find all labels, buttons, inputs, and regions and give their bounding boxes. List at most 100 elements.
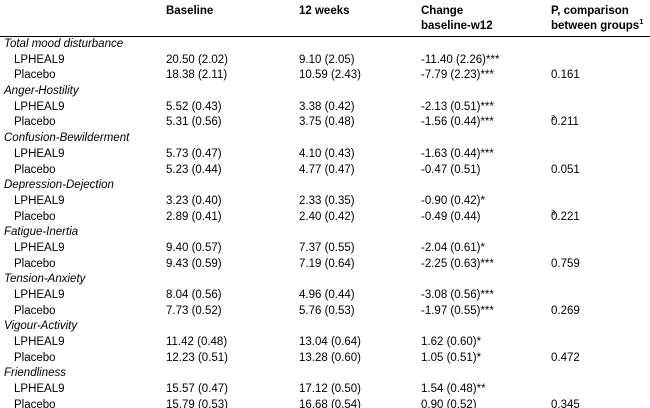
section-title: Fatigue-Inertia	[4, 226, 79, 239]
week12-value: 7.19 (0.64)	[299, 257, 355, 270]
week12-value: 2.33 (0.35)	[299, 194, 355, 207]
week12-value: 4.10 (0.43)	[299, 147, 355, 160]
section-title: Depression-Dejection	[4, 179, 114, 192]
baseline-value: 15.79 (0.53)	[166, 398, 229, 408]
table-row: LPHEAL9 11.42 (0.48) 13.04 (0.64) 1.62 (0.6…	[0, 335, 650, 351]
p-value: 0.269	[551, 304, 580, 317]
table-row: Placebo 18.38 (2.11) 10.59 (2.43) -7.79 (2.…	[0, 68, 650, 84]
header-change-line2: baseline-w12	[421, 20, 493, 32]
table-row: Placebo 2.89 (0.41) 2.40 (0.42) -0.49 (0.44…	[0, 207, 650, 226]
baseline-value: 11.42 (0.48)	[166, 336, 228, 349]
week12-value: 13.28 (0.60)	[299, 351, 362, 364]
table-row: LPHEAL9 5.52 (0.43) 3.38 (0.42) -2.13 (0.51…	[0, 100, 650, 116]
baseline-value: 5.23 (0.44)	[166, 163, 222, 176]
section-header-row: Total mood disturbance	[0, 37, 650, 53]
table-row: Placebo 5.23 (0.44) 4.77 (0.47) -0.47 (0.51…	[0, 163, 650, 179]
group-label: Placebo	[14, 304, 56, 317]
table-header: Baseline 12 weeks Change baseline-w12 P,…	[0, 0, 650, 36]
baseline-value: 20.50 (2.02)	[166, 53, 229, 66]
p-value: 0.051	[551, 163, 580, 176]
group-label: LPHEAL9	[14, 289, 65, 301]
table-row: LPHEAL9 9.40 (0.57) 7.37 (0.55) -2.04 (0.61…	[0, 241, 650, 257]
week12-value: 7.37 (0.55)	[299, 241, 355, 254]
table-body: Total mood disturbance LPHEAL9 20.50 (2.02…	[0, 37, 650, 408]
change-value: -1.63 (0.44)***	[421, 147, 494, 160]
header-p-line2-text: between groups	[551, 20, 640, 32]
group-label: LPHEAL9	[14, 147, 65, 160]
p-value: 0.221	[551, 210, 580, 223]
group-label: LPHEAL9	[14, 53, 65, 66]
p-footnote-marker: 2	[551, 113, 556, 123]
section-header-row: Confusion-Bewilderment	[0, 131, 650, 147]
baseline-value: 9.40 (0.57)	[166, 241, 222, 254]
week12-value: 10.59 (2.43)	[299, 69, 362, 82]
baseline-value: 5.31 (0.56)	[166, 116, 222, 129]
section-header-row: Anger-Hostility	[0, 84, 650, 100]
table-row: LPHEAL9 15.57 (0.47) 17.12 (0.50) 1.54 (0.4…	[0, 382, 650, 398]
change-value: -0.90 (0.42)*	[421, 194, 485, 207]
baseline-value: 7.73 (0.52)	[166, 304, 222, 317]
section-title: Anger-Hostility	[4, 85, 79, 98]
header-change: Change baseline-w12	[421, 4, 493, 34]
header-p-comparison: P, comparison between groups1	[551, 4, 643, 34]
baseline-value: 8.04 (0.56)	[166, 289, 222, 301]
header-p-line2: between groups1	[551, 18, 643, 34]
header-baseline: Baseline	[166, 5, 214, 17]
group-label: LPHEAL9	[14, 100, 65, 113]
baseline-value: 2.89 (0.41)	[166, 210, 222, 223]
group-label: LPHEAL9	[14, 194, 65, 207]
baseline-value: 3.23 (0.40)	[166, 194, 222, 207]
section-header-row: Friendliness	[0, 366, 650, 382]
table-row: LPHEAL9 5.73 (0.47) 4.10 (0.43) -1.63 (0.44…	[0, 147, 650, 163]
group-label: Placebo	[14, 116, 56, 129]
change-value: -2.13 (0.51)***	[421, 100, 494, 113]
p-value-cell: 0.221 3	[551, 207, 580, 226]
p-value: 0.472	[551, 351, 580, 364]
baseline-value: 9.43 (0.59)	[166, 257, 222, 270]
change-value: -2.04 (0.61)*	[421, 241, 485, 254]
change-value: -0.49 (0.44)	[421, 210, 481, 223]
group-label: LPHEAL9	[14, 383, 65, 396]
p-value-cell: 0.211 2	[551, 113, 579, 131]
p-value: 0.759	[551, 257, 580, 270]
week12-value: 9.10 (2.05)	[299, 53, 355, 66]
change-value: 0.90 (0.52)	[421, 398, 477, 408]
change-value: 1.05 (0.51)*	[421, 351, 482, 364]
group-label: Placebo	[14, 351, 56, 364]
section-title: Vigour-Activity	[4, 320, 78, 333]
group-label: Placebo	[14, 257, 56, 270]
section-title: Tension-Anxiety	[4, 273, 86, 286]
p-footnote-marker: 3	[551, 207, 556, 217]
table-row: Placebo 7.73 (0.52) 5.76 (0.53) -1.97 (0.55…	[0, 304, 650, 320]
change-value: 1.62 (0.60)*	[421, 336, 482, 349]
section-title: Friendliness	[4, 367, 66, 380]
baseline-value: 18.38 (2.11)	[166, 69, 228, 82]
group-label: Placebo	[14, 163, 56, 176]
p-value: 0.161	[551, 69, 580, 82]
week12-value: 3.75 (0.48)	[299, 116, 355, 129]
week12-value: 4.96 (0.44)	[299, 289, 355, 301]
table-row: Placebo 5.31 (0.56) 3.75 (0.48) -1.56 (0.44…	[0, 113, 650, 131]
week12-value: 17.12 (0.50)	[299, 383, 362, 396]
section-title: Total mood disturbance	[4, 38, 124, 50]
change-value: -11.40 (2.26)***	[421, 53, 500, 66]
section-title: Confusion-Bewilderment	[4, 132, 130, 145]
change-value: -1.97 (0.55)***	[421, 304, 494, 317]
table-row: LPHEAL9 8.04 (0.56) 4.96 (0.44) -3.08 (0.56…	[0, 288, 650, 304]
section-header-row: Depression-Dejection	[0, 178, 650, 194]
baseline-value: 12.23 (0.51)	[166, 351, 229, 364]
header-divider	[0, 36, 650, 37]
section-header-row: Tension-Anxiety	[0, 272, 650, 288]
week12-value: 13.04 (0.64)	[299, 336, 362, 349]
group-label: Placebo	[14, 210, 56, 223]
week12-value: 2.40 (0.42)	[299, 210, 355, 223]
table-row: LPHEAL9 3.23 (0.40) 2.33 (0.35) -0.90 (0.42…	[0, 194, 650, 210]
week12-value: 4.77 (0.47)	[299, 163, 355, 176]
change-value: -2.25 (0.63)***	[421, 257, 494, 270]
week12-value: 5.76 (0.53)	[299, 304, 355, 317]
week12-value: 3.38 (0.42)	[299, 100, 355, 113]
change-value: -3.08 (0.56)***	[421, 289, 494, 301]
p-value: 0.345	[551, 398, 580, 408]
table-row: Placebo 15.79 (0.53) 16.68 (0.54) 0.90 (0.5…	[0, 398, 650, 408]
